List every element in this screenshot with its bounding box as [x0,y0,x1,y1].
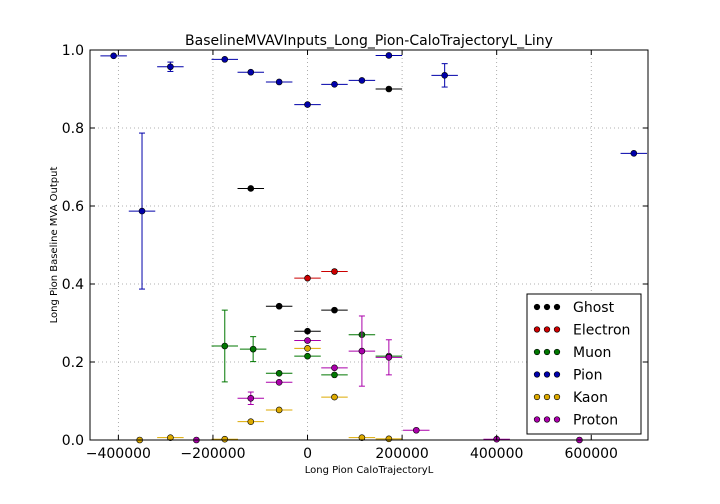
legend-label-kaon: Kaon [573,390,608,406]
proton-point [247,394,255,402]
legend-marker-ghost [553,303,561,311]
x-tick-label: −400000 [86,446,151,462]
legend-marker-muon [553,348,561,356]
pion-point [630,150,638,157]
proton-point [358,347,366,355]
pion-point [275,78,283,86]
ghost-point [385,85,393,93]
series-proton [183,315,593,444]
legend-marker-pion [553,371,561,378]
kaon-point [304,345,311,352]
pion-point [358,77,366,84]
legend-marker-electron [543,326,551,333]
x-tick-label: 200000 [375,446,428,462]
series-ghost [237,85,403,335]
chart-title: BaselineMVAVInputs_Long_Pion-CaloTraject… [185,33,553,49]
y-tick-label: 0.2 [62,355,84,371]
legend-label-pion: Pion [573,368,602,384]
electron-point [331,268,338,275]
legend-marker-muon [543,348,551,356]
x-tick-label: 0 [303,446,312,462]
x-tick-label: 400000 [470,446,523,462]
legend-marker-proton [533,416,541,423]
kaon-point [275,406,283,414]
data-points [100,52,648,444]
legend-marker-muon [533,348,541,356]
x-axis-label: Long Pion CaloTrajectoryL [305,465,434,476]
muon-point [275,370,283,377]
pion-point [221,56,229,63]
legend-marker-electron [533,326,541,333]
legend-marker-electron [553,326,561,333]
ghost-point [247,185,255,192]
y-tick-label: 1.0 [62,43,84,59]
proton-point [304,337,311,344]
legend-marker-ghost [543,303,551,311]
pion-point [385,52,393,59]
ghost-point [275,302,283,310]
legend-marker-pion [543,371,551,378]
plot-frame [89,49,649,441]
pion-point [167,63,174,71]
y-tick-label: 0.4 [62,277,84,293]
kaon-point [167,434,174,441]
proton-point [412,426,420,434]
series-pion [100,52,648,290]
series-kaon [126,345,403,444]
pion-point [247,68,255,76]
legend-marker-ghost [533,303,541,311]
ghost-point [304,327,311,335]
legend-marker-proton [553,416,561,423]
muon-point [304,352,311,360]
legend: Ghost Electron Muon Pion Kaon Proton [526,293,642,435]
x-tick-label: −200000 [180,446,245,462]
y-tick-label: 0.8 [62,121,84,137]
muon-point [331,371,338,379]
legend-marker-kaon [553,393,561,401]
legend-label-proton: Proton [573,413,618,429]
legend-label-electron: Electron [573,323,630,339]
legend-label-muon: Muon [573,345,611,361]
legend-marker-kaon [543,393,551,401]
series-electron [294,268,348,282]
kaon-point [331,393,338,401]
pion-point [304,101,311,108]
kaon-point [385,435,393,443]
pion-point [331,81,338,88]
kaon-point [247,418,255,425]
y-axis-label: Long Pion Baseline MVA Output [49,167,60,324]
legend-marker-kaon [533,393,541,401]
legend-box [526,293,642,435]
legend-label-ghost: Ghost [573,300,615,316]
legend-marker-pion [533,371,541,378]
legend-marker-proton [543,416,551,423]
pion-point [441,72,448,79]
pion-point [110,52,117,60]
proton-point [385,354,393,361]
kaon-point [358,434,366,441]
grid [90,49,648,441]
ghost-point [331,306,338,314]
pion-point [138,207,146,215]
proton-point [331,364,338,372]
y-tick-label: 0.0 [62,433,84,449]
ticks: −400000 −200000 0 200000 400000 600000 0.0 0.2 0… [62,43,648,462]
muon-point [221,342,229,350]
kaon-point [221,435,229,443]
data-layer [100,52,648,444]
proton-point [275,378,283,386]
muon-point [249,345,257,353]
electron-point [304,274,311,282]
x-tick-label: 600000 [565,446,618,462]
y-tick-label: 0.6 [62,199,84,215]
